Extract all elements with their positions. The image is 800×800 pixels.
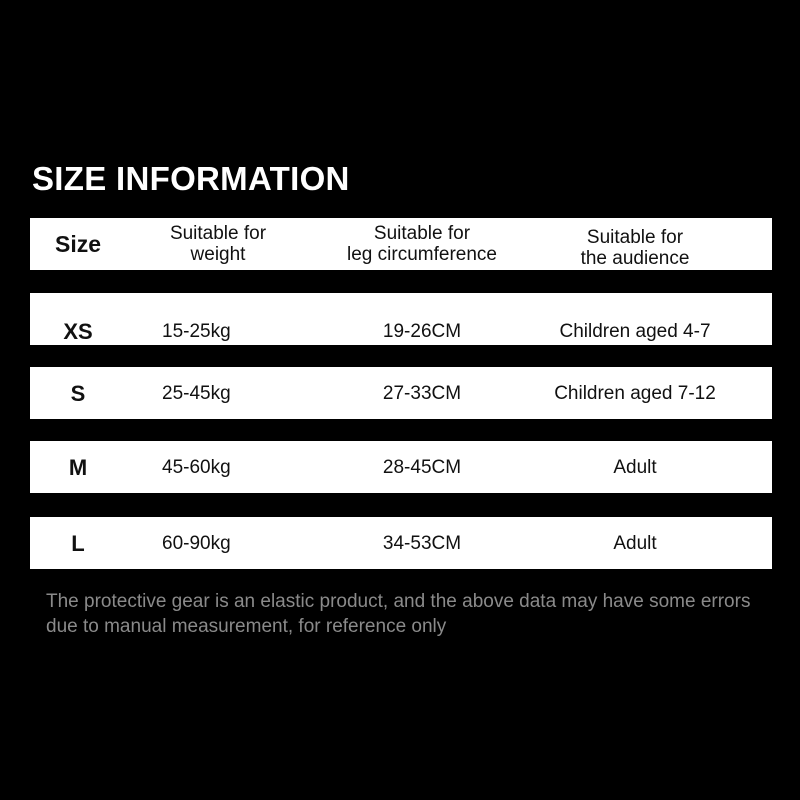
table-row: M 45-60kg 28-45CM Adult [30,441,772,493]
size-cell: XS [63,318,93,344]
leg-cell: 19-26CM [382,320,462,342]
size-cell: L [71,530,85,556]
weight-cell: 60-90kg [162,532,231,554]
weight-cell: 25-45kg [162,382,231,404]
leg-cell: 27-33CM [382,382,462,404]
audience-cell: Children aged 7-12 [554,382,716,404]
weight-cell: 45-60kg [162,456,231,478]
header-weight: Suitable for weight [169,223,267,265]
header-audience: Suitable for the audience [580,227,690,269]
disclaimer-note: The protective gear is an elastic produc… [46,591,751,637]
table-row: XS 15-25kg 19-26CM Children aged 4-7 [30,293,772,345]
audience-cell: Children aged 4-7 [559,320,711,342]
size-cell: S [70,380,86,406]
leg-cell: 34-53CM [382,532,462,554]
header-size: Size [54,230,102,257]
table-row: S 25-45kg 27-33CM Children aged 7-12 [30,367,772,419]
table-row: L 60-90kg 34-53CM Adult [30,517,772,569]
page-title: SIZE INFORMATION [32,160,350,197]
audience-cell: Adult [613,456,657,478]
leg-cell: 28-45CM [382,456,462,478]
size-cell: M [68,454,88,480]
header-leg: Suitable for leg circumference [347,223,497,265]
weight-cell: 15-25kg [162,320,231,342]
audience-cell: Adult [613,532,657,554]
table-header: Size Suitable for weight Suitable for le… [30,218,772,270]
